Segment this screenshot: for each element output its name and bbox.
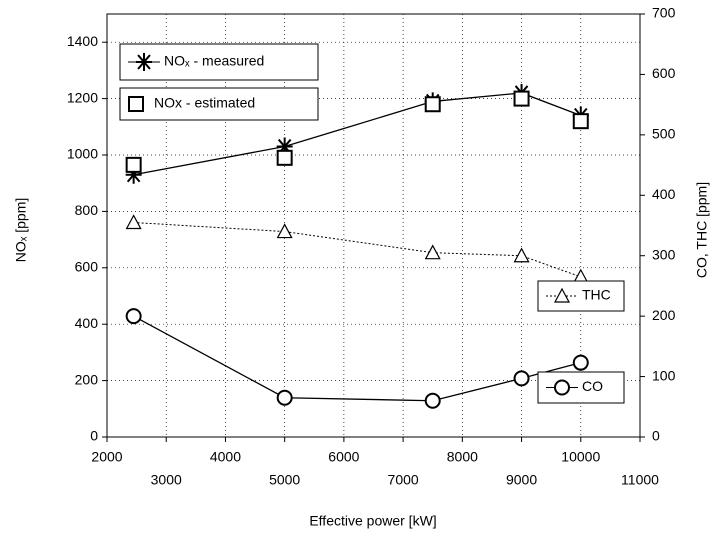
legend-marker	[128, 96, 144, 112]
legend-label: NOx - estimated	[154, 95, 255, 111]
y-tick-label: 1000	[67, 146, 98, 162]
data-point	[513, 90, 530, 107]
data-point	[276, 223, 293, 239]
legend-label: NOₓ - measured	[164, 53, 264, 69]
legend-marker	[553, 287, 571, 303]
y2-axis-label: CO, THC [ppm]	[694, 182, 710, 278]
data-point	[276, 137, 293, 156]
y-tick-label: 400	[75, 315, 99, 331]
data-point	[125, 308, 142, 325]
y2-tick-label: 100	[652, 367, 676, 383]
data-point	[424, 96, 441, 113]
x-axis-label: Effective power [kW]	[309, 513, 436, 529]
y-tick-label: 600	[75, 259, 99, 275]
y2-tick-label: 300	[652, 246, 676, 262]
data-point	[125, 214, 142, 230]
series-line	[133, 221, 581, 278]
data-point	[424, 392, 441, 409]
x-tick-label: 8000	[447, 449, 478, 465]
x-tick-label: 4000	[210, 449, 241, 465]
series-line	[133, 315, 581, 402]
legend-label: CO	[582, 378, 603, 394]
x-tick-label: 10000	[561, 449, 600, 465]
data-point	[276, 149, 293, 166]
legend-marker	[554, 379, 570, 396]
y-tick-label: 1200	[67, 89, 98, 105]
y-tick-label: 200	[75, 371, 99, 387]
y2-tick-label: 700	[652, 5, 676, 21]
data-point	[125, 165, 142, 184]
data-point	[125, 156, 142, 173]
x-tick-label: 6000	[328, 449, 359, 465]
y-tick-label: 1400	[67, 33, 98, 49]
y-axis-label: NOₓ [ppm]	[13, 198, 29, 263]
y2-tick-label: 400	[652, 186, 676, 202]
plot-frame	[106, 13, 641, 438]
data-point	[513, 370, 530, 387]
legend-box	[119, 87, 319, 121]
data-point	[572, 354, 589, 371]
legend-box	[537, 280, 625, 312]
legend-label: THC	[582, 287, 611, 303]
y2-tick-label: 600	[652, 65, 676, 81]
y-tick-label: 800	[75, 202, 99, 218]
data-point	[513, 247, 530, 263]
x-tick-label: 5000	[269, 472, 300, 488]
x-tick-label: 11000	[621, 472, 659, 488]
y2-tick-label: 200	[652, 307, 676, 323]
x-tick-label: 3000	[151, 472, 182, 488]
y2-tick-label: 0	[652, 428, 660, 444]
data-point	[276, 389, 293, 406]
x-tick-label: 2000	[91, 449, 122, 465]
legend-marker	[136, 53, 152, 71]
x-tick-label: 9000	[506, 472, 537, 488]
data-point	[572, 113, 589, 130]
y2-tick-label: 500	[652, 126, 676, 142]
y-tick-label: 0	[90, 428, 98, 444]
data-point	[424, 244, 441, 260]
x-tick-label: 7000	[388, 472, 419, 488]
